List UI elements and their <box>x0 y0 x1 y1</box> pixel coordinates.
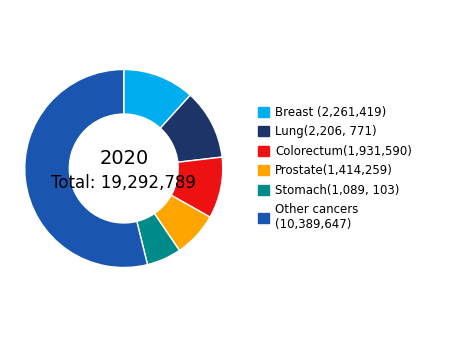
Wedge shape <box>25 69 148 268</box>
Wedge shape <box>124 69 190 128</box>
Wedge shape <box>154 195 210 250</box>
Wedge shape <box>171 157 223 217</box>
Text: 2020: 2020 <box>99 149 149 168</box>
Wedge shape <box>137 214 179 265</box>
Legend: Breast (2,261,419), Lung(2,206, 771), Colorectum(1,931,590), Prostate(1,414,259): Breast (2,261,419), Lung(2,206, 771), Co… <box>258 106 412 231</box>
Wedge shape <box>160 95 222 162</box>
Text: Total: 19,292,789: Total: 19,292,789 <box>51 174 196 192</box>
